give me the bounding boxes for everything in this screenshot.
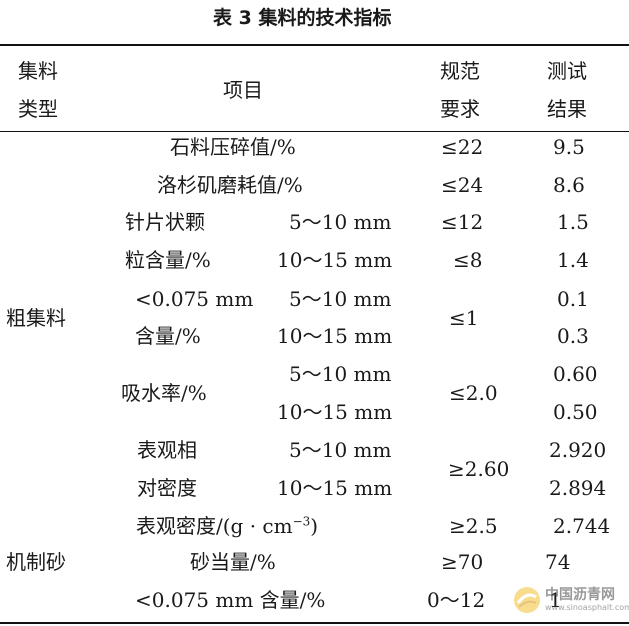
spec-crushing-value: ≤22: [441, 135, 484, 159]
spec-flaky-5-10: ≤12: [441, 210, 484, 234]
spec-water-absorption: ≤2.0: [449, 381, 498, 405]
result-fines-5-10: 0.1: [557, 287, 589, 311]
spec-relative-density: ≥2.60: [448, 457, 510, 481]
bottom-rule: [0, 622, 629, 624]
apparent-density-exponent: −3: [292, 514, 311, 529]
spec-la-abrasion: ≤24: [441, 173, 484, 197]
result-sand-fines: 1: [549, 588, 562, 612]
header-type-line1: 集料: [18, 59, 58, 83]
item-fines-line2: 含量/%: [135, 324, 201, 348]
size-density-5-10: 5～10 mm: [289, 438, 392, 462]
group-manufactured-sand: 机制砂: [6, 550, 66, 574]
size-flaky-5-10: 5～10 mm: [289, 210, 392, 234]
spec-apparent-density: ≥2.5: [449, 514, 498, 538]
size-absorption-10-15: 10～15 mm: [277, 400, 393, 424]
header-result-line2: 结果: [547, 97, 587, 121]
item-sand-fines: <0.075 mm 含量/%: [135, 588, 326, 612]
result-density-10-15: 2.894: [549, 476, 607, 500]
sinoasphalt-watermark: 中国沥青网 www.sinoasphalt.com: [512, 580, 629, 620]
size-absorption-5-10: 5～10 mm: [289, 362, 392, 386]
apparent-density-close: ): [310, 514, 319, 538]
header-item: 项目: [223, 78, 263, 102]
header-type-line2: 类型: [18, 97, 58, 121]
item-fines-line1: <0.075 mm: [135, 287, 254, 311]
result-density-5-10: 2.920: [549, 438, 607, 462]
header-result-line1: 测试: [547, 59, 587, 83]
item-crushing-value: 石料压碎值/%: [170, 135, 296, 159]
item-flaky-line1: 针片状颗: [125, 210, 205, 234]
spec-sand-fines: 0～12: [427, 588, 486, 612]
item-la-abrasion: 洛杉矶磨耗值/%: [157, 173, 303, 197]
result-flaky-5-10: 1.5: [557, 210, 589, 234]
item-sand-equivalent: 砂当量/%: [190, 550, 276, 574]
watermark-url: www.sinoasphalt.com: [545, 603, 629, 612]
item-relative-density-line2: 对密度: [137, 476, 197, 500]
result-crushing-value: 9.5: [553, 135, 585, 159]
result-absorption-10-15: 0.50: [553, 400, 598, 424]
item-apparent-density: 表观密度/(g · cm−3): [136, 514, 319, 538]
header-spec-line2: 要求: [440, 97, 480, 121]
spec-sand-equivalent: ≥70: [441, 550, 484, 574]
item-relative-density-line1: 表观相: [137, 438, 197, 462]
header-spec-line1: 规范: [440, 59, 480, 83]
result-absorption-5-10: 0.60: [553, 362, 598, 386]
result-apparent-density: 2.744: [553, 514, 611, 538]
top-rule: [0, 44, 629, 46]
item-water-absorption: 吸水率/%: [121, 381, 207, 405]
size-flaky-10-15: 10～15 mm: [277, 248, 393, 272]
spec-flaky-10-15: ≤8: [453, 248, 483, 272]
apparent-density-label: 表观密度/(g · cm: [136, 514, 293, 538]
result-la-abrasion: 8.6: [553, 173, 585, 197]
sinoasphalt-logo-icon: [514, 587, 540, 613]
size-fines-5-10: 5～10 mm: [289, 287, 392, 311]
size-density-10-15: 10～15 mm: [277, 476, 393, 500]
spec-fines: ≤1: [449, 306, 479, 330]
result-sand-equivalent: 74: [545, 550, 571, 574]
result-flaky-10-15: 1.4: [557, 248, 589, 272]
item-flaky-line2: 粒含量/%: [125, 248, 211, 272]
result-fines-10-15: 0.3: [557, 324, 589, 348]
group-coarse-aggregate: 粗集料: [6, 306, 66, 330]
table-title: 表 3 集料的技术指标: [213, 7, 392, 29]
watermark-name: 中国沥青网: [545, 587, 615, 603]
header-rule: [0, 131, 629, 132]
size-fines-10-15: 10～15 mm: [277, 324, 393, 348]
